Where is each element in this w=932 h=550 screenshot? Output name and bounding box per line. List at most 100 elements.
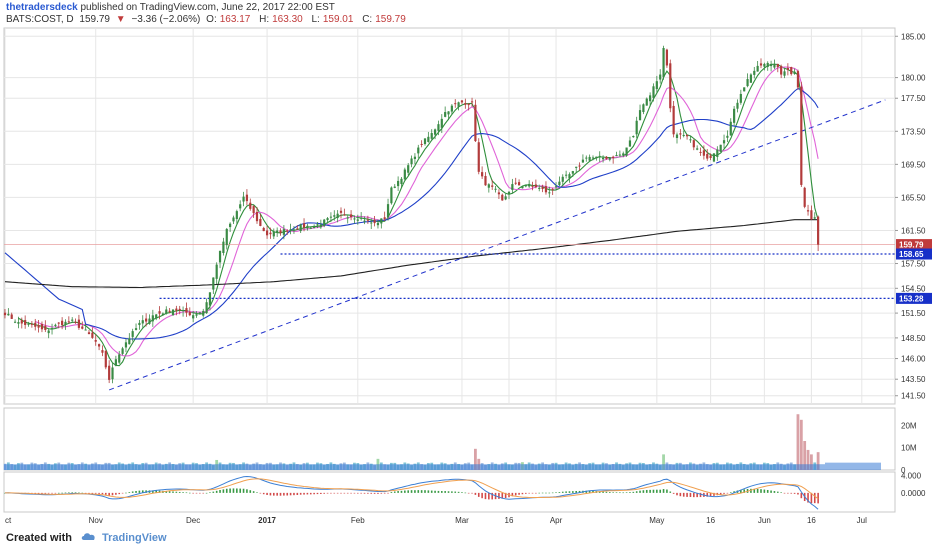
open-value: 163.17 xyxy=(219,14,251,25)
candle-body xyxy=(192,315,195,319)
candle-body xyxy=(47,330,50,334)
change-value: −3.36 (−2.06%) xyxy=(131,14,201,25)
candle-body xyxy=(649,95,652,102)
publisher-username[interactable]: thetradersdeck xyxy=(6,2,78,13)
macd-histogram-bar xyxy=(205,492,208,494)
tradingview-logo-icon[interactable] xyxy=(80,531,98,546)
candle-body xyxy=(460,100,464,103)
macd-histogram-bar xyxy=(609,492,611,493)
candle-body xyxy=(158,311,161,314)
candle-body xyxy=(10,314,13,319)
macd-histogram-bar xyxy=(397,491,399,493)
macd-histogram-bar xyxy=(484,492,487,500)
macd-histogram-bar xyxy=(279,492,282,496)
candle-body xyxy=(104,350,107,368)
price-tick-label: 177.50 xyxy=(901,94,926,103)
macd-histogram-bar xyxy=(57,492,60,494)
macd-histogram-bar xyxy=(777,491,779,493)
macd-histogram-bar xyxy=(773,491,776,493)
macd-histogram-bar xyxy=(662,489,665,493)
candle-body xyxy=(17,322,20,324)
candle-body xyxy=(766,62,769,67)
candle-body xyxy=(40,323,44,330)
price-tick-label: 154.50 xyxy=(901,284,926,293)
candle-body xyxy=(185,308,188,313)
candle-body xyxy=(276,230,279,233)
candle-body xyxy=(702,150,705,156)
macd-histogram-bar xyxy=(373,492,376,494)
macd-histogram-bar xyxy=(293,492,295,496)
candle-body xyxy=(161,313,165,316)
macd-histogram-bar xyxy=(555,492,557,493)
macd-histogram-bar xyxy=(343,492,346,494)
candle-body xyxy=(719,144,722,152)
macd-histogram-bar xyxy=(34,492,37,494)
macd-histogram-bar xyxy=(182,492,184,493)
candle-body xyxy=(3,312,7,316)
candle-body xyxy=(776,63,779,67)
candles xyxy=(3,45,820,384)
candle-body xyxy=(447,111,450,115)
macd-histogram-bar xyxy=(383,492,386,494)
candle-body xyxy=(346,217,349,219)
candle-body xyxy=(642,104,645,113)
candle-body xyxy=(124,342,128,348)
tradingview-brand[interactable]: TradingView xyxy=(102,532,167,544)
macd-histogram-bar xyxy=(71,492,73,493)
candle-body xyxy=(743,87,746,92)
candle-body xyxy=(635,120,638,135)
candle-body xyxy=(608,157,611,160)
candle-body xyxy=(370,222,373,224)
macd-histogram-bar xyxy=(635,491,638,493)
macd-histogram-bar xyxy=(632,491,635,493)
candle-body xyxy=(581,159,585,163)
candle-body xyxy=(222,241,225,254)
main-pane xyxy=(3,27,896,405)
macd-histogram-bar xyxy=(545,492,547,494)
macd-histogram-bar xyxy=(47,492,50,494)
macd-histogram-bar xyxy=(128,492,131,493)
macd-histogram-bar xyxy=(790,492,793,494)
candle-body xyxy=(114,359,117,366)
volume-tick-label: 20M xyxy=(901,421,917,430)
candle-body xyxy=(511,184,514,190)
macd-histogram-bar xyxy=(807,492,809,503)
macd-histogram-bar xyxy=(131,491,134,493)
candle-body xyxy=(400,178,403,185)
macd-histogram-bar xyxy=(541,492,544,494)
macd-histogram-bar xyxy=(249,490,252,493)
macd-histogram-bar xyxy=(454,491,457,493)
macd-histogram-bar xyxy=(152,490,154,493)
candle-body xyxy=(521,186,524,189)
macd-histogram-bar xyxy=(622,492,625,494)
candle-body xyxy=(54,324,57,326)
candle-body xyxy=(353,218,356,220)
macd-histogram-bar xyxy=(514,492,517,496)
macd-histogram-bar xyxy=(780,492,782,494)
candle-body xyxy=(783,71,786,76)
macd-histogram-bar xyxy=(729,492,732,493)
candle-body xyxy=(417,147,420,154)
candle-body xyxy=(578,165,581,167)
macd-histogram-bar xyxy=(602,491,604,493)
time-tick-label: 16 xyxy=(505,516,514,525)
price-chart[interactable]: 141.50 143.50 146.00 148.50 151.50 154.50 157.… xyxy=(0,0,932,526)
low-label: L: xyxy=(311,14,320,25)
candle-body xyxy=(685,134,689,137)
candle-body xyxy=(672,105,675,135)
macd-histogram-bar xyxy=(283,492,285,496)
candle-body xyxy=(561,176,564,182)
candle-body xyxy=(722,140,726,144)
candle-body xyxy=(726,135,729,138)
macd-histogram-bar xyxy=(551,492,554,494)
candle-body xyxy=(309,227,312,229)
macd-histogram-bar xyxy=(629,492,631,493)
macd-histogram-bar xyxy=(353,492,356,494)
macd-histogram-bar xyxy=(125,492,127,494)
candle-body xyxy=(30,323,33,325)
macd-histogram-bar xyxy=(236,488,238,493)
candle-body xyxy=(618,154,621,156)
candle-body xyxy=(675,134,679,138)
candle-body xyxy=(61,320,64,326)
candle-body xyxy=(551,189,554,191)
